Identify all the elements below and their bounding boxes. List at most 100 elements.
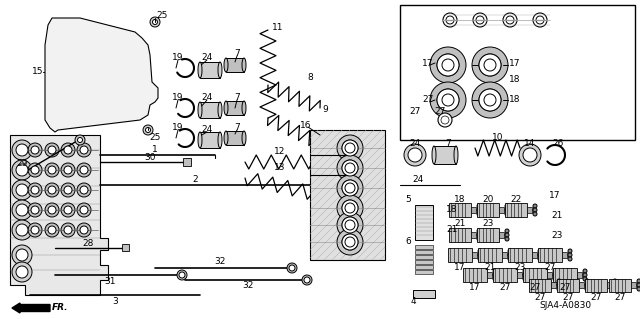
Bar	[449, 228, 471, 242]
Text: 13: 13	[275, 164, 285, 173]
Circle shape	[80, 166, 88, 174]
Circle shape	[345, 237, 355, 247]
Text: 17: 17	[549, 190, 561, 199]
Text: 30: 30	[144, 152, 156, 161]
Circle shape	[122, 36, 129, 43]
Circle shape	[478, 249, 482, 253]
Circle shape	[408, 148, 422, 162]
Circle shape	[505, 204, 509, 208]
Circle shape	[444, 96, 452, 104]
Bar	[579, 282, 584, 288]
Circle shape	[441, 116, 449, 124]
Circle shape	[454, 98, 458, 102]
Circle shape	[16, 164, 28, 176]
Text: 15: 15	[32, 68, 44, 77]
Bar	[562, 252, 567, 258]
Circle shape	[538, 249, 542, 253]
Circle shape	[342, 200, 358, 216]
Circle shape	[437, 89, 459, 111]
Circle shape	[28, 183, 42, 197]
Circle shape	[483, 104, 488, 109]
Circle shape	[31, 166, 39, 174]
Text: 23: 23	[551, 231, 563, 240]
Text: 24: 24	[412, 175, 424, 184]
Circle shape	[64, 146, 72, 154]
Circle shape	[86, 105, 93, 112]
Circle shape	[345, 203, 355, 213]
Bar	[585, 278, 607, 292]
Circle shape	[97, 28, 104, 35]
Circle shape	[342, 234, 358, 250]
Circle shape	[557, 279, 561, 283]
Circle shape	[61, 86, 68, 93]
Circle shape	[492, 56, 497, 61]
Ellipse shape	[242, 101, 246, 115]
Circle shape	[80, 146, 88, 154]
Text: 32: 32	[243, 280, 253, 290]
Text: 27: 27	[614, 293, 626, 302]
Circle shape	[508, 253, 512, 257]
Bar	[499, 207, 504, 213]
Circle shape	[16, 144, 28, 156]
Circle shape	[61, 163, 75, 177]
Circle shape	[72, 51, 79, 58]
Text: 26: 26	[552, 138, 564, 147]
Bar	[415, 265, 433, 269]
Circle shape	[106, 41, 113, 48]
Ellipse shape	[218, 62, 222, 78]
Circle shape	[302, 275, 312, 285]
Circle shape	[495, 63, 500, 68]
Circle shape	[77, 183, 91, 197]
Text: 16: 16	[300, 121, 312, 130]
Text: 18: 18	[509, 95, 521, 105]
Circle shape	[64, 166, 72, 174]
Circle shape	[477, 212, 481, 216]
Circle shape	[637, 287, 640, 291]
Text: 19: 19	[172, 123, 184, 132]
Circle shape	[31, 146, 39, 154]
Circle shape	[31, 186, 39, 194]
Circle shape	[533, 208, 537, 212]
Circle shape	[31, 226, 39, 234]
Circle shape	[583, 269, 587, 273]
Bar	[471, 232, 476, 238]
Circle shape	[505, 208, 509, 212]
Circle shape	[493, 273, 497, 277]
Text: 24: 24	[410, 138, 420, 147]
Circle shape	[585, 283, 589, 287]
Circle shape	[553, 269, 557, 273]
Bar	[449, 203, 471, 217]
Circle shape	[143, 125, 153, 135]
Circle shape	[92, 116, 99, 123]
Bar	[499, 232, 504, 238]
Circle shape	[438, 98, 442, 102]
Circle shape	[118, 93, 125, 100]
Bar	[631, 282, 636, 288]
Circle shape	[86, 47, 93, 54]
Text: 2: 2	[192, 174, 198, 183]
Circle shape	[337, 155, 363, 181]
Bar	[493, 268, 517, 282]
Text: 9: 9	[322, 106, 328, 115]
Circle shape	[508, 257, 512, 261]
Circle shape	[345, 143, 355, 153]
Bar	[434, 146, 456, 164]
Text: 8: 8	[307, 73, 313, 83]
Bar	[200, 132, 220, 148]
Text: 22: 22	[510, 195, 522, 204]
Ellipse shape	[224, 58, 228, 72]
Circle shape	[337, 212, 363, 238]
Circle shape	[454, 63, 458, 68]
Circle shape	[505, 229, 509, 233]
Text: 32: 32	[214, 257, 226, 266]
Circle shape	[45, 223, 59, 237]
Bar	[448, 248, 472, 262]
Circle shape	[64, 186, 72, 194]
Text: 21: 21	[446, 226, 458, 234]
Circle shape	[337, 195, 363, 221]
Circle shape	[583, 277, 587, 281]
Circle shape	[449, 70, 454, 74]
Text: 6: 6	[405, 238, 411, 247]
Text: 23: 23	[483, 219, 493, 228]
Circle shape	[493, 277, 497, 281]
